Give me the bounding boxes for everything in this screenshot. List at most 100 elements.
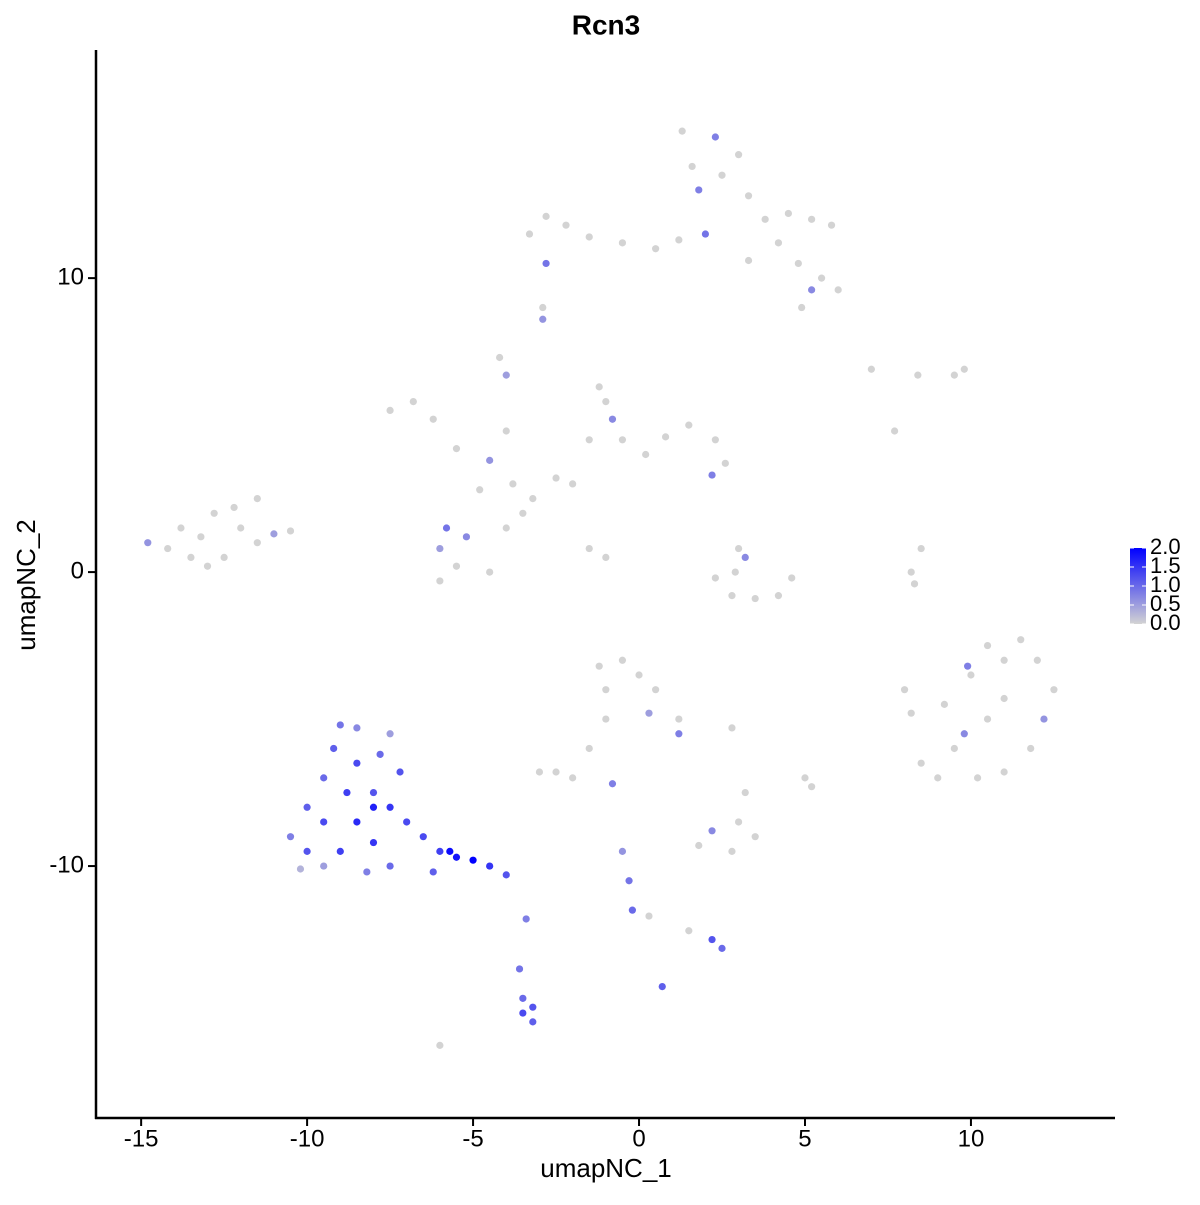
point [695,841,703,850]
point [353,724,361,732]
point [602,686,610,694]
point [539,303,547,312]
point [525,230,534,238]
point [950,371,958,379]
point [442,524,451,532]
point [353,818,361,826]
point [708,827,716,835]
point [1050,686,1058,694]
point [801,774,809,782]
point [708,935,716,944]
point [774,592,783,600]
point [585,744,593,753]
point [515,965,524,973]
point [529,495,537,503]
point [436,544,444,553]
point [509,480,517,488]
point [429,868,437,876]
point [891,427,899,435]
point [369,788,378,797]
point [529,1018,537,1026]
point [436,1041,444,1049]
x-tick-label: -5 [462,1125,483,1152]
point [562,221,570,229]
point [761,215,769,223]
point [585,233,593,241]
point [469,856,477,864]
point [652,686,660,694]
point [452,853,461,861]
point [320,774,328,782]
point [983,715,992,723]
point [735,818,743,826]
point [522,915,530,923]
point [330,744,338,753]
point [519,509,527,517]
point [744,192,753,200]
point [735,151,743,159]
point [595,662,603,670]
point [867,365,875,373]
point [701,230,710,238]
point [210,509,218,517]
point [353,759,361,767]
point [253,495,261,503]
point [336,847,344,855]
point [675,715,683,723]
point [569,774,577,782]
point [386,803,394,811]
point [569,480,577,488]
point [1000,694,1008,703]
point [519,994,527,1002]
point [744,256,753,265]
point [376,750,384,758]
point [642,450,650,459]
point [618,436,627,444]
point [721,459,729,467]
point [711,133,719,141]
point [628,906,636,914]
point [625,877,633,885]
point [788,574,796,582]
point [741,553,749,561]
point [688,162,696,171]
point [731,568,739,576]
point [728,724,736,732]
point [429,415,437,423]
point [618,656,627,664]
point [462,533,471,541]
point [286,527,295,535]
point [602,715,610,723]
point [602,397,610,406]
point [369,803,378,811]
point [270,530,278,538]
point [618,847,627,855]
point [645,709,653,717]
point [1017,636,1025,644]
point [708,471,716,479]
point [834,286,842,294]
point [652,245,660,253]
point [1000,656,1008,664]
point [635,671,643,679]
point [910,580,919,588]
point [967,671,975,679]
x-tick-label: -10 [290,1125,325,1152]
point [950,744,958,753]
point [396,768,404,776]
colorbar-label: 0.0 [1150,610,1181,635]
point [751,594,759,603]
point [940,700,948,708]
point [237,524,245,532]
point [486,568,494,576]
point [794,259,802,268]
point [735,544,743,553]
point [486,456,494,464]
point [675,730,683,738]
point [409,397,417,406]
point [164,544,172,553]
point [220,553,228,561]
point [502,524,510,532]
point [539,315,547,323]
point [403,818,411,826]
